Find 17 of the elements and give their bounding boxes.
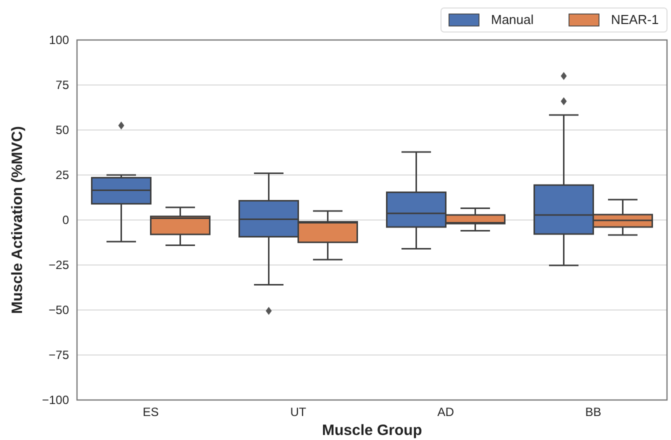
x-tick-label: ES	[142, 405, 159, 419]
y-tick-label: −75	[48, 348, 70, 362]
x-tick-label: UT	[290, 405, 307, 419]
x-axis-title: Muscle Group	[322, 422, 422, 439]
legend-label: Manual	[491, 12, 534, 27]
y-tick-label: −100	[42, 393, 70, 408]
y-tick-label: 0	[62, 213, 70, 228]
x-tick-label: AD	[437, 405, 454, 419]
y-tick-label: −25	[48, 258, 70, 272]
x-tick-label: BB	[585, 405, 602, 419]
y-tick-label: 75	[56, 78, 70, 92]
y-tick-label: 50	[56, 123, 70, 138]
y-tick-label: 25	[56, 168, 70, 182]
y-axis-title: Muscle Activation (%MVC)	[9, 126, 26, 314]
legend-label: NEAR-1	[611, 12, 659, 27]
y-tick-label: −50	[48, 303, 70, 318]
y-tick-label: 100	[48, 33, 70, 48]
